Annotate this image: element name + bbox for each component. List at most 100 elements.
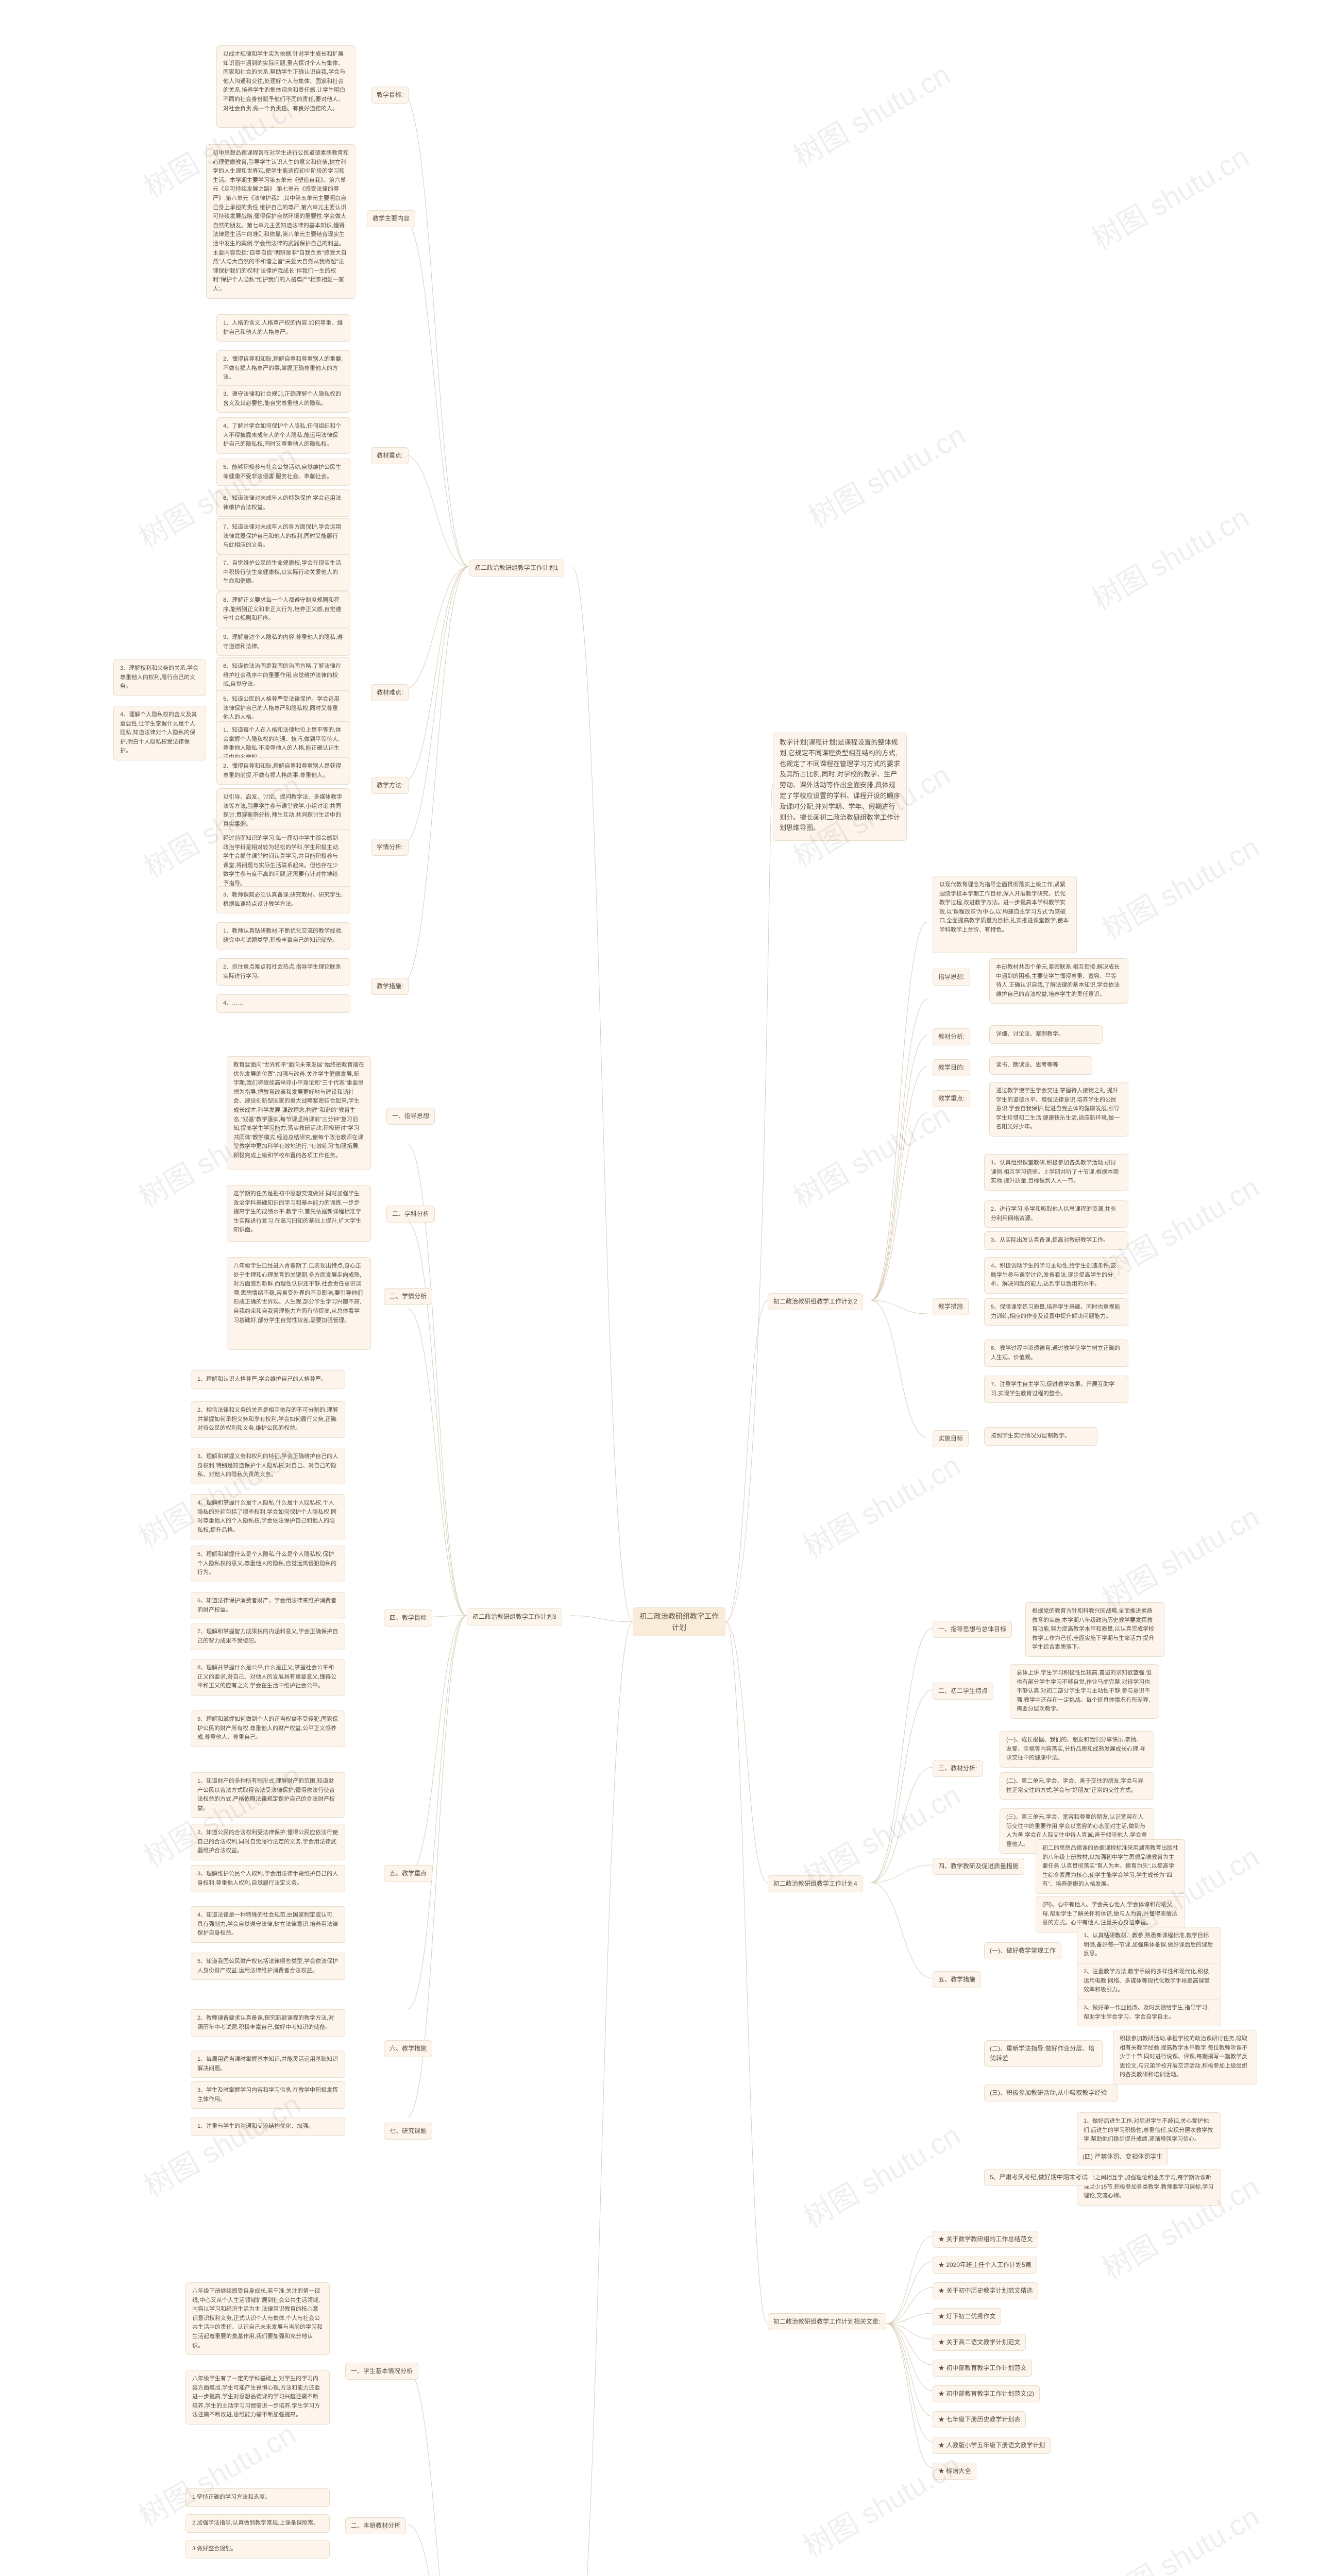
s3-d-0: 1、理解和认识人格尊严,学会维护自己的人格尊严。 [191,1370,345,1389]
s1-e-leaf: 以引导、启发、讨论、提问教学法、多媒体教学法等方法,引导学生参与课堂教学,小组讨… [216,788,350,834]
s5-b-2: 3.做好整合规划。 [185,2540,330,2558]
s2-a-leaf: 本册教材共四个单元,紧密联系,相互衔接,解决成长中遇到的困惑,主要使学生懂得尊重… [989,958,1128,1004]
s3-intro2-lbl: 二、学科分析 [386,1206,435,1223]
s4-d-0: 初二的思想品德课的依据课程标准采用湖南教育出版社的八年级上册教材,以加强初中学生… [1036,1839,1185,1894]
s3-e-4: 5、知道我国公民财产权包括法律哪些类型,学会依法保护人身份财产权益,运用法律维护… [191,1953,345,1980]
s4-e-2-0: 积极参加教研活动,承担学校的政治课研讨任务,吸取相有关教学经验,提高教学水平教学… [1113,2030,1257,2084]
s2-e: 教学措施 [933,1298,969,1315]
s3-intro3: 八年级学生已经进入青春期了,已表现出特点,身心正处于生理和心理发育的关键期,多方… [227,1257,371,1350]
s4-c: 三、教材分析: [933,1760,983,1777]
s1-g-1: 1、教师认真钻研教材,不断优化交流的教学经验,研究中考试题类型,积极丰富自己的知… [216,922,350,950]
s3-d-8: 9、理解和掌握如何做到个人的正当权益不受侵犯,国家保护公民的财产所有权,尊重他人… [191,1710,345,1747]
s3-g-lbl: 七、研究课题 [384,2123,432,2140]
s4-e-sub2: (二)、重新学法指导,做好作业分层、培优转差 [984,2040,1103,2067]
watermark: 树图 shutu.cn [800,413,972,536]
s3-d-5: 6、知道法律保护消费者财产、学会用法律来维护消费者的财产权益。 [191,1592,345,1619]
s3-intro1: 教育要面向"世界和平"面向未来发展"始终把教育摆在优先发展的位置",加强与改善,… [227,1056,371,1170]
s1-d-1: 8、理解正义要求每一个人都遵守制度规则和程序,能辨别正义和非正义行为,培养正义感… [216,591,350,628]
s1-d-2: 9、理解身边个人隐私的内容,尊重他人的隐私,遵守道德和法律。 [216,629,350,656]
s4-e-1-1: 2、注重教学方法,教学手段的多样性和现代化,积极运用电教,网络、多媒体等现代化教… [1077,1963,1221,1999]
s1-a-leaf: 以成才规律和学生实为依据,针对学生成长和扩展知识面中遇到的实际问题,重点探讨个人… [216,45,356,128]
intro-node: 教学计划(课程计划)是课程设置的整体规划,它规定不同课程类型相互结构的方式,也规… [773,733,907,841]
s2-e-0: 1、认真组织课堂教研,积极参加各类教学活动,研讨课例,相互学习借鉴。上学期共听了… [984,1154,1128,1191]
s2-e-4: 5、保障课堂练习质量,培养学生基础、同时也重视能力训练,相应的作业及设置中提升解… [984,1298,1128,1326]
s4-e-1-2: 3、做好单一作业批改、及时反馈给学生,指导学习,帮助学生学会学习、学会自学自主。 [1077,1999,1221,2026]
root-node: 初二政治教研组教学工作计划 [633,1607,725,1636]
related-label: 初二政治教研组教学工作计划相关文章: [768,2313,886,2330]
watermark: 树图 shutu.cn [1093,2494,1265,2576]
s1-f-leaf: 经过前面知识的学习,每一届初中学生都会感到政治学科是相对较为轻松的学科,学生积极… [216,829,350,893]
s1-d-7: 3、理解权利和义务的关系,学会尊重他人的权利,履行自己的义务。 [113,659,206,696]
watermark: 树图 shutu.cn [1093,825,1265,948]
watermark: 树图 shutu.cn [784,52,956,176]
s1-d-6: 2、懂得自尊和知耻,理解自尊和尊重别人是获得尊重的前提,不做有损人格的事,尊重他… [216,757,350,785]
s5-b: 二、本册教材分析 [345,2517,406,2534]
s5-b-1: 2.加强学法指导,认真做到教学常规,上课备课照常。 [185,2514,330,2533]
s2-e-5: 6、教学过程中渗透德育,通过教学使学生树立正确的人生观、价值观。 [984,1340,1128,1367]
s1-b-leaf: 初中思想品德课程旨在对学生进行公民道德素质教育和心理健康教育,引导学生认识人生的… [206,144,356,299]
s4-e-3-0: 1、做好后进生工作,对后进学生不歧视,关心爱护他们,后进生的学习积极性,尊重信任… [1077,2112,1221,2149]
s5-a: 一、学生基本情况分析 [345,2363,418,2380]
s4-d: 四、教学教研及促进质量措施 [933,1858,1024,1875]
s3-intro3-lblB: 四、教学目标 [384,1609,432,1626]
s2-f-leaf: 按照学生实际情况分层制教学。 [984,1427,1097,1446]
s2-c-leaf: 读书、朗读法、思考等等 [989,1056,1092,1075]
s4-e-6-lbl: 5、严肃考风考纪,做好期中期末考试 [984,2169,1093,2186]
rel-6: ★ 初中部教育教学工作计划范文(2) [933,2385,1040,2402]
rel-1: ★ 2020年班主任个人工作计划5篇 [933,2257,1037,2274]
watermark: 树图 shutu.cn [1083,495,1255,619]
s3-d-6: 7、理解和掌握智力成果权的内涵和意义,学会正确保护自己的智力成果不受侵犯。 [191,1623,345,1650]
s2-d: 教学重点: [933,1090,970,1107]
s1-d-0: 7、自觉维护公民的生命健康权,学会在现实生活中积极行使生命健康权,以实际行动关爱… [216,554,350,591]
s1-d-8: 4、理解个人隐私权的含义及其重要性,让学生掌握什么是个人隐私,知道法律对个人隐私… [113,706,206,760]
rel-0: ★ 关于数学教研组的工作总结范文 [933,2231,1038,2248]
sec1-label: 初二政治教研组教学工作计划1 [469,560,564,577]
s1-d-3: 6、知道依法治国是我国的治国方略,了解法律在维护社会秩序中的重要作用,自觉维护法… [216,657,350,694]
s1-c-0: 1、人格的含义,人格尊严权的内容,如何尊重、维护自己和他人的人格尊严。 [216,314,350,342]
s2-e-3: 4、积极调动学生的学习主动性,给学生创造条件,鼓励学生参与课堂讨论,发表看法,逐… [984,1257,1128,1294]
s3-d-7: 8、理解并掌握什么是公平,什么是正义,掌握社会公平和正义的要求,对自己、对他人的… [191,1659,345,1696]
watermark: 树图 shutu.cn [794,1443,967,1567]
sec4-label: 初二政治教研组教学工作计划4 [768,1875,863,1892]
s4-b: 二、初二学生特点 [933,1683,993,1700]
s1-b: 教学主要内容 [367,210,415,227]
s2-f: 实施目标 [933,1430,969,1447]
s3-intro3-lblA: 三、学情分析 [384,1288,432,1305]
watermark: 树图 shutu.cn [794,2443,967,2566]
s3-f-lbl: 六、教学措施 [384,2040,432,2057]
s2-e-2: 3、从实际出发认真备课,提高对教研教学工作。 [984,1231,1128,1250]
watermark: 树图 shutu.cn [1083,134,1255,258]
s3-f-2: 3、学生及时掌握学习内容和学习信息,在教学中积极发挥主体作用。 [191,2081,345,2109]
s5-b-0: 1.坚持正确的学习方法和态度。 [185,2488,330,2507]
s1-c-6: 7、知道法律对未成年人的各方面保护,学会运用法律武器保护自己和他人的权利,同时又… [216,518,350,555]
s4-b-leaf: 总体上讲,学生学习积极性比较高,普遍的求知欲望强,但也有部分学生学习不够自觉,作… [1010,1664,1159,1719]
rel-4: ★ 关于高二语文教学计划范文 [933,2334,1026,2351]
s1-e: 教学方法: [371,777,409,794]
rel-5: ★ 初中部教育教学工作计划范文 [933,2360,1032,2377]
s2-e-6: 7、注重学生自主学习,促进教学效果。开展互助学习,实现学生教育过程的整合。 [984,1376,1128,1403]
s3-d-2: 3、理解和掌握义务和权利的特征,学会正确维护自己的人身权利,特别是知道保护个人隐… [191,1448,345,1484]
s1-c-4: 5、能够积极参与社会公益活动,自觉维护公民生命健康不受非法侵害,服务社会、奉献社… [216,459,350,486]
s1-c-3: 4、了解并学会如何保护个人隐私,任何组织和个人不得披露未成年人的个人隐私,能运用… [216,417,350,454]
s3-d-1: 2、相信法律和义务的关系是相互依存的不可分割的,理解并掌握如何承担义务和享有权利… [191,1401,345,1438]
s1-g-0: 3、教师课前必须认真备课,研究教材、研究学生,根据每课特点设计教学方法。 [216,886,350,913]
rel-7: ★ 七年级下册历史教学计划表 [933,2411,1026,2428]
watermark: 树图 shutu.cn [1093,1495,1265,1618]
s2-c: 教学目的: [933,1059,970,1076]
s1-g-2: 2、抓住重点难点和社会热点,指导学生理论联系实际进行学习。 [216,958,350,986]
s1-d: 教材难点: [371,684,409,701]
s3-d-4: 5、理解和掌握什么是个人隐私,什么是个人隐私权,保护个人隐私权的意义,尊重他人的… [191,1546,345,1582]
s2-b-leaf: 详细、讨论法、案例教学。 [989,1025,1103,1044]
s3-e-2: 3、理解维护公民个人权利,学会用法律手段维护自己的人身权利,尊重他人权利,自觉履… [191,1865,345,1892]
s3-f-1: 1、每周用适当课时掌握基本知识,并能灵活运用基础知识解决问题。 [191,2050,345,2078]
s3-intro1-lbl: 一、指导思想 [386,1108,435,1125]
s4-e-sub1: (一)、做好教学常规工作 [984,1942,1061,1959]
rel-9: ★ 标语大全 [933,2463,976,2480]
s3-g-leaf: 1、注重与学生的沟通和交流结构优化、加强。 [191,2117,345,2136]
sec3-label: 初二政治教研组教学工作计划3 [467,1608,562,1625]
s2-b: 教材分析: [933,1028,970,1045]
s4-c-0: (一)、成长根据、我们的、朋友和我们分享快乐,亲情、友爱、幸福等内容落实,分析品… [1000,1731,1154,1768]
s2-e-1: 2、进行学习,多学和吸取他人信息课程的资源,并充分利用网络资源。 [984,1200,1128,1228]
rel-3: ★ 灯下初二优秀作文 [933,2308,1001,2325]
s1-a: 教学目标: [371,87,409,104]
